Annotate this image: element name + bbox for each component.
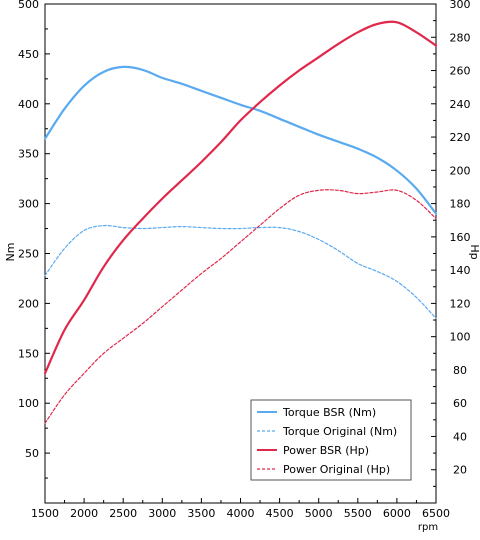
series-line-power-original-hp — [44, 189, 437, 424]
x-tick-label: 1500 — [31, 507, 59, 520]
x-tick-label: 4500 — [266, 507, 294, 520]
y-left-tick-label: 200 — [18, 297, 39, 310]
legend-entry-label: Power Original (Hp) — [283, 463, 390, 476]
legend-entry-label: Power BSR (Hp) — [283, 444, 369, 457]
x-tick-label: 6000 — [383, 507, 411, 520]
y-right-tick-label: 160 — [450, 231, 471, 244]
series-line-torque-original-nm — [44, 224, 437, 319]
y-left-tick-label: 350 — [18, 148, 39, 161]
y-axis-right-label: Hp — [468, 244, 480, 259]
x-axis-label: rpm — [418, 522, 438, 533]
x-tick-label: 2000 — [70, 507, 98, 520]
y-left-tick-label: 100 — [18, 397, 39, 410]
y-left-tick-label: 50 — [25, 447, 39, 460]
legend-entry-label: Torque Original (Nm) — [282, 425, 397, 438]
y-right-tick-label: 300 — [450, 0, 471, 11]
y-right-tick-label: 200 — [450, 164, 471, 177]
series-line-power-bsr-hp — [43, 20, 438, 375]
y-left-tick-label: 450 — [18, 48, 39, 61]
series-line-torque-bsr-nm — [43, 65, 438, 215]
y-right-tick-label: 140 — [450, 264, 471, 277]
x-tick-label: 5000 — [305, 507, 333, 520]
y-right-tick-label: 60 — [453, 397, 467, 410]
y-right-tick-label: 120 — [450, 297, 471, 310]
legend-entry-label: Torque BSR (Nm) — [282, 406, 376, 419]
y-left-tick-label: 400 — [18, 98, 39, 111]
y-right-tick-label: 80 — [453, 364, 467, 377]
y-right-tick-label: 240 — [450, 98, 471, 111]
y-right-tick-label: 260 — [450, 65, 471, 78]
y-right-tick-label: 100 — [450, 331, 471, 344]
x-tick-label: 4000 — [227, 507, 255, 520]
y-left-tick-label: 250 — [18, 248, 39, 261]
y-right-tick-label: 280 — [450, 31, 471, 44]
y-right-tick-label: 180 — [450, 198, 471, 211]
x-tick-label: 3500 — [187, 507, 215, 520]
x-tick-label: 3000 — [148, 507, 176, 520]
y-left-tick-label: 500 — [18, 0, 39, 11]
legend-box — [250, 399, 412, 481]
y-right-tick-label: 40 — [453, 430, 467, 443]
y-right-tick-label: 220 — [450, 131, 471, 144]
y-left-tick-label: 300 — [18, 198, 39, 211]
legend: Torque BSR (Nm) Torque Original (Nm) Power… — [250, 399, 412, 481]
x-tick-label: 5500 — [344, 507, 372, 520]
x-tick-label: 2500 — [109, 507, 137, 520]
y-left-tick-label: 150 — [18, 347, 39, 360]
y-axis-left-label: Nm — [4, 243, 17, 262]
y-right-tick-label: 20 — [453, 464, 467, 477]
x-tick-label: 6500 — [422, 507, 450, 520]
